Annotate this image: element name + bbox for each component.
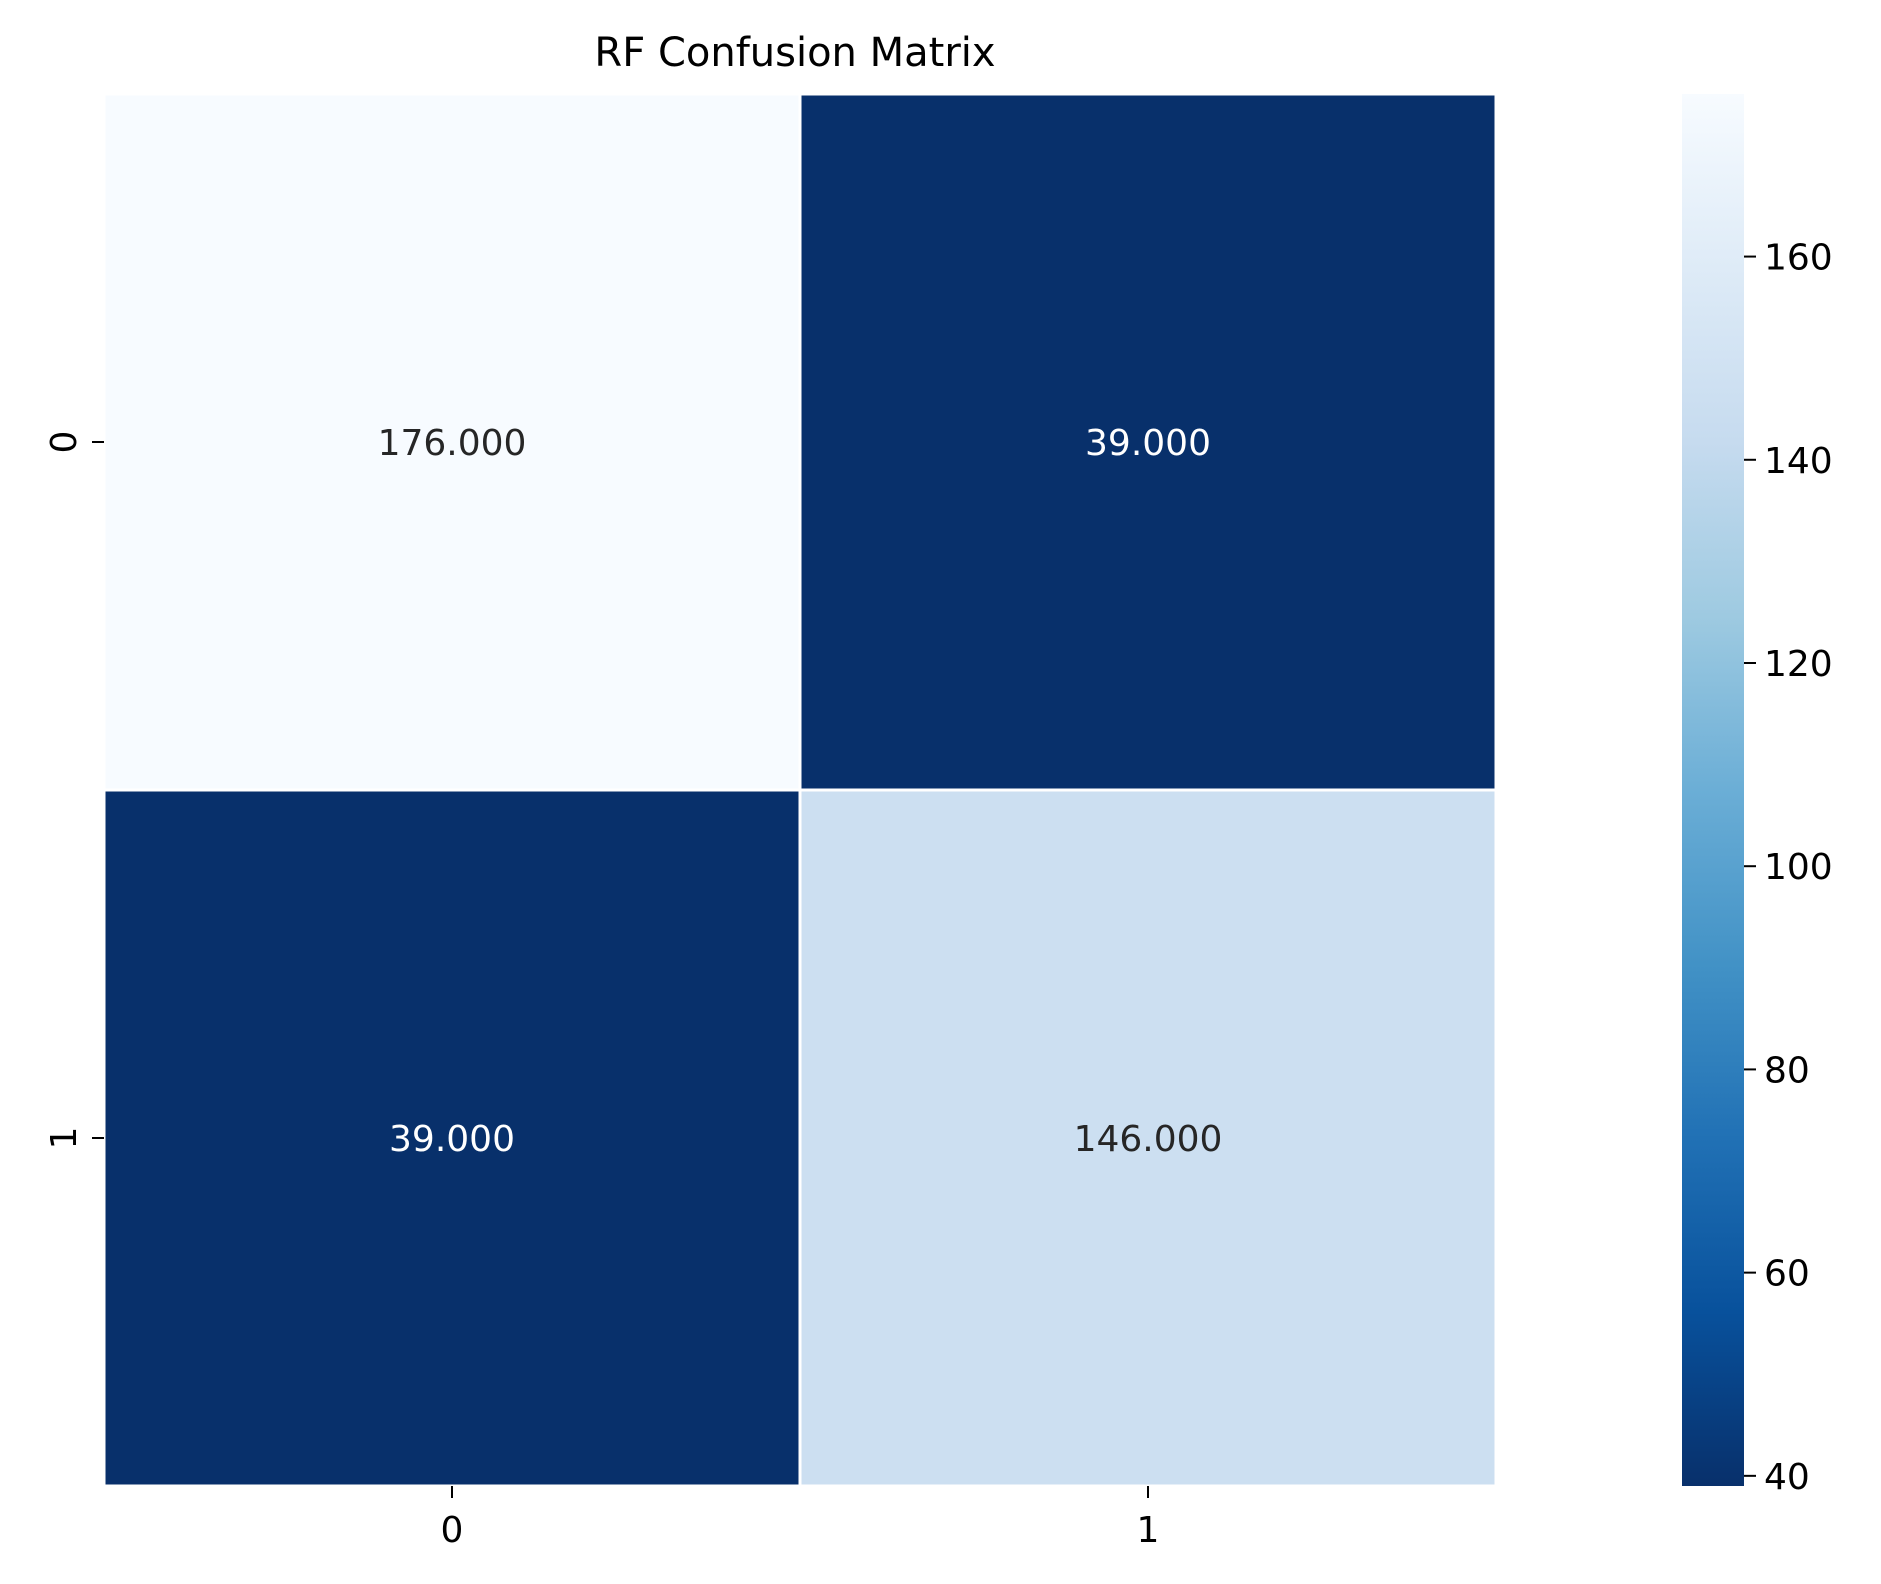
colorbar-tick-label-0: 40 [1764, 1457, 1810, 1498]
heatmap-cell-1-0 [102, 788, 802, 1488]
x-tick-label-0: 0 [441, 1510, 464, 1551]
colorbar-tick-label-1: 60 [1764, 1254, 1810, 1295]
heatmap-cells: 176.000 39.000 39.000 146.000 [102, 92, 1498, 1488]
heatmap-cell-0-1 [798, 92, 1498, 792]
colorbar-tick-label-3: 100 [1764, 847, 1833, 888]
colorbar-gradient [1682, 94, 1744, 1486]
x-tick-label-1: 1 [1137, 1510, 1160, 1551]
colorbar: 40 60 80 100 120 140 160 [1682, 94, 1833, 1498]
y-tick-label-1: 1 [44, 1127, 85, 1150]
y-tick-label-0: 0 [44, 431, 85, 454]
cell-value-label-0-1: 39.000 [1085, 423, 1211, 464]
chart-title: RF Confusion Matrix [594, 30, 995, 76]
y-axis: 01 [44, 431, 104, 1150]
colorbar-tick-label-5: 140 [1764, 441, 1833, 482]
heatmap-cell-0-0 [102, 92, 802, 792]
heatmap-cell-1-1 [798, 788, 1498, 1488]
cell-value-label-1-0: 39.000 [389, 1119, 515, 1160]
colorbar-tick-label-4: 120 [1764, 644, 1833, 685]
cell-value-label-1-1: 146.000 [1074, 1119, 1223, 1160]
colorbar-tick-label-6: 160 [1764, 238, 1833, 279]
cell-value-label-0-0: 176.000 [378, 423, 527, 464]
colorbar-tick-label-2: 80 [1764, 1050, 1810, 1091]
